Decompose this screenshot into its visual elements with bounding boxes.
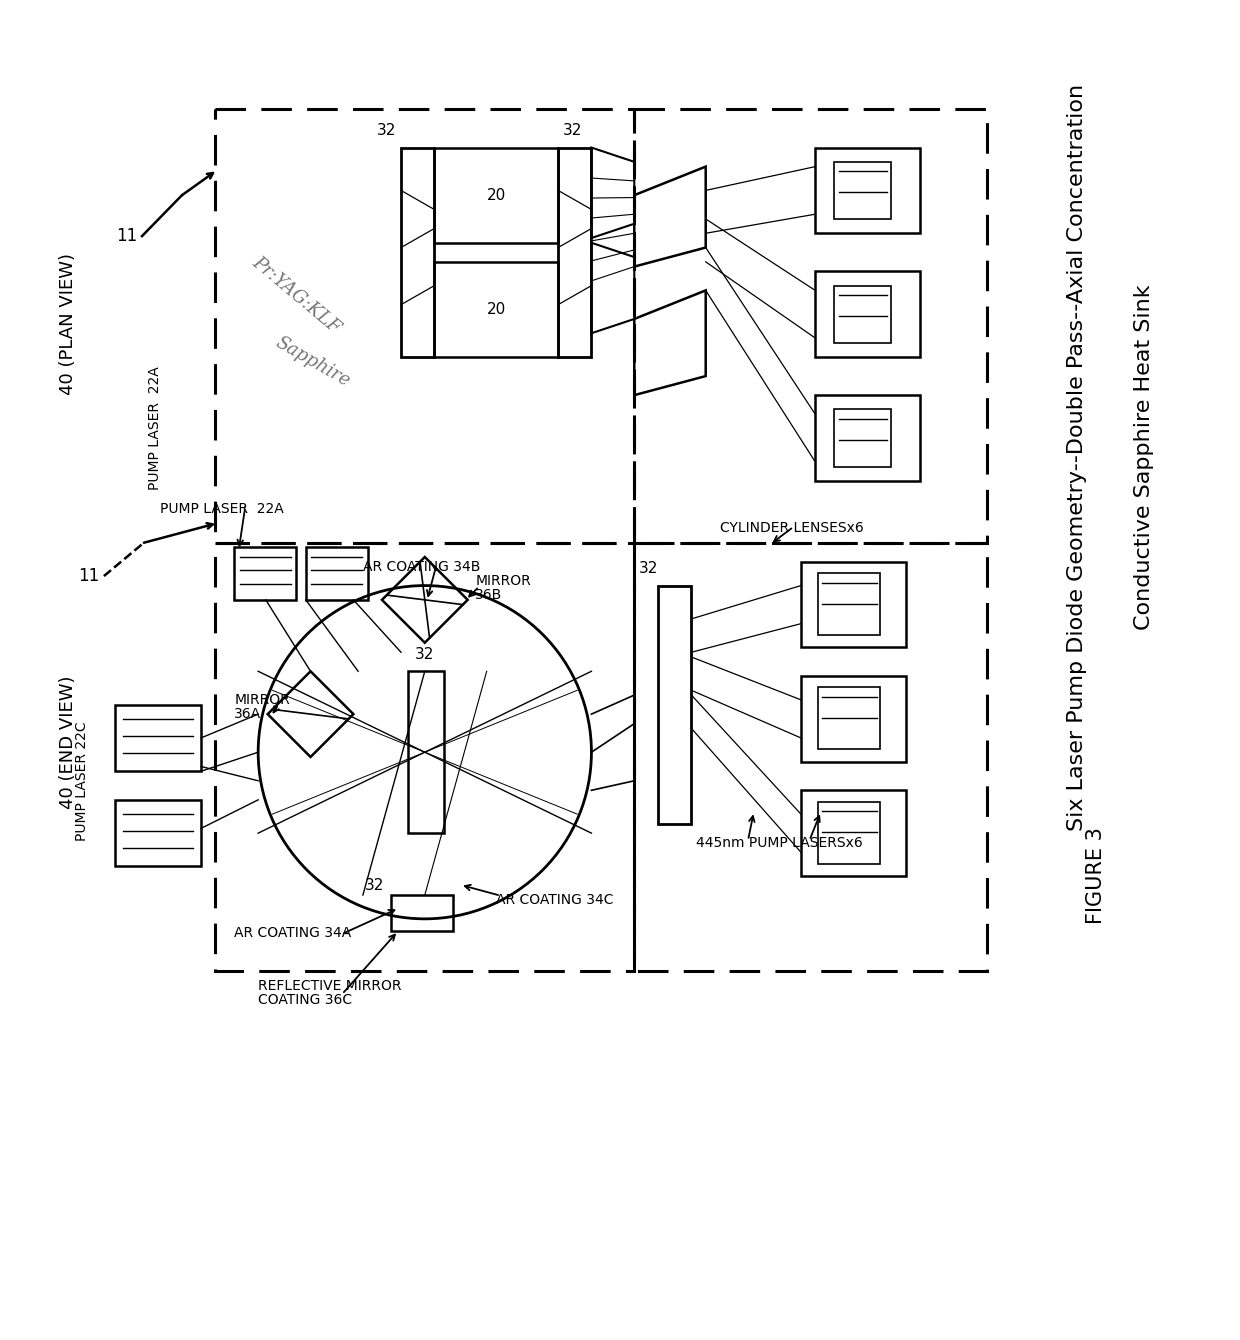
Text: 11: 11: [117, 226, 138, 245]
Bar: [234, 548, 296, 600]
Bar: [408, 671, 444, 833]
Text: 32: 32: [563, 123, 582, 138]
Bar: [801, 791, 905, 876]
Text: FIGURE 3: FIGURE 3: [1086, 828, 1106, 925]
Text: REFLECTIVE MIRROR: REFLECTIVE MIRROR: [258, 978, 402, 993]
Text: PUMP LASER  22A: PUMP LASER 22A: [160, 502, 284, 516]
Text: MIRROR: MIRROR: [234, 693, 290, 706]
Text: 11: 11: [78, 567, 99, 586]
Bar: [801, 677, 905, 761]
Text: PUMP LASER 22C: PUMP LASER 22C: [74, 721, 89, 840]
Bar: [216, 543, 635, 972]
Text: Conductive Sapphire Heat Sink: Conductive Sapphire Heat Sink: [1133, 284, 1153, 630]
Bar: [115, 705, 201, 772]
Text: 36A: 36A: [234, 708, 262, 721]
Text: AR COATING 34A: AR COATING 34A: [234, 926, 352, 941]
Bar: [815, 395, 920, 481]
Bar: [815, 147, 920, 233]
Text: AR COATING 34B: AR COATING 34B: [363, 560, 480, 574]
Bar: [401, 147, 434, 356]
Text: Six Laser Pump Diode Geometry--Double Pass--Axial Concentration: Six Laser Pump Diode Geometry--Double Pa…: [1068, 83, 1087, 831]
Bar: [635, 543, 987, 972]
Bar: [658, 586, 692, 824]
Bar: [818, 687, 880, 749]
Bar: [434, 261, 558, 356]
Text: 32: 32: [377, 123, 397, 138]
Bar: [306, 548, 368, 600]
Text: 32: 32: [415, 647, 434, 662]
Bar: [801, 561, 905, 647]
Text: COATING 36C: COATING 36C: [258, 993, 352, 1006]
Text: PUMP LASER  22A: PUMP LASER 22A: [149, 367, 162, 490]
Bar: [835, 162, 892, 218]
Text: 20: 20: [486, 188, 506, 202]
Bar: [558, 147, 591, 356]
Bar: [635, 110, 987, 543]
Text: 32: 32: [365, 878, 384, 894]
Text: CYLINDER LENSESx6: CYLINDER LENSESx6: [720, 521, 864, 536]
Text: MIRROR: MIRROR: [475, 574, 531, 588]
Bar: [115, 800, 201, 867]
Text: 36B: 36B: [475, 588, 502, 602]
Text: Sapphire: Sapphire: [273, 334, 353, 390]
Text: AR COATING 34C: AR COATING 34C: [496, 892, 614, 907]
Bar: [818, 801, 880, 863]
Text: 20: 20: [486, 302, 506, 318]
Bar: [392, 895, 454, 931]
Text: Pr:YAG:KLF: Pr:YAG:KLF: [249, 253, 343, 338]
Text: 32: 32: [639, 561, 658, 576]
Bar: [434, 147, 558, 243]
Text: 445nm PUMP LASERSx6: 445nm PUMP LASERSx6: [696, 836, 863, 850]
Bar: [818, 574, 880, 635]
Bar: [216, 110, 635, 543]
Bar: [835, 285, 892, 343]
Text: 40 (END VIEW): 40 (END VIEW): [58, 675, 77, 809]
Bar: [815, 272, 920, 356]
Bar: [835, 410, 892, 466]
Text: 40 (PLAN VIEW): 40 (PLAN VIEW): [58, 253, 77, 395]
